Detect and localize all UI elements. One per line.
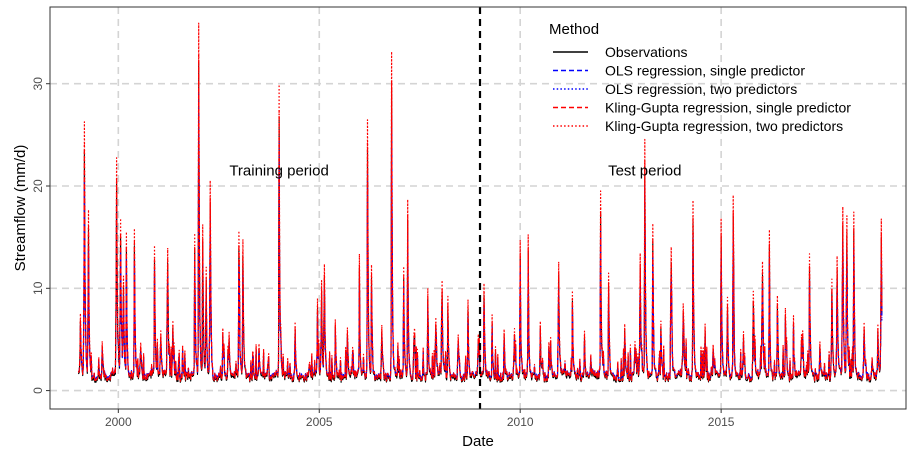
legend-label-4: Kling-Gupta regression, two predictors [605,118,843,134]
legend-label-3: Kling-Gupta regression, single predictor [605,100,851,116]
axes: 2000 2005 2010 2015 0 10 20 30 [31,77,735,429]
y-tick-label-20: 20 [31,179,45,193]
legend-title: Method [549,21,599,38]
y-axis-title: Streamflow (mm/d) [12,145,29,272]
legend-label-1: OLS regression, single predictor [605,63,805,79]
grid-lines [50,7,906,409]
x-tick-label-2015: 2015 [708,415,735,429]
annotation-test-period: Test period [608,163,681,180]
plot-border [49,6,907,410]
legend: Method Observations OLS regression, singl… [549,21,851,134]
x-tick-label-2005: 2005 [306,415,333,429]
annotation-training-period: Training period [229,163,329,180]
y-tick-label-0: 0 [31,387,45,394]
x-axis-title: Date [462,433,494,450]
x-tick-label-2010: 2010 [507,415,534,429]
y-tick-label-10: 10 [31,281,45,295]
kg-single-predictor-line [78,54,883,382]
legend-label-0: Observations [605,44,687,60]
legend-label-2: OLS regression, two predictors [605,81,797,97]
x-tick-label-2000: 2000 [105,415,132,429]
y-tick-label-30: 30 [31,77,45,91]
